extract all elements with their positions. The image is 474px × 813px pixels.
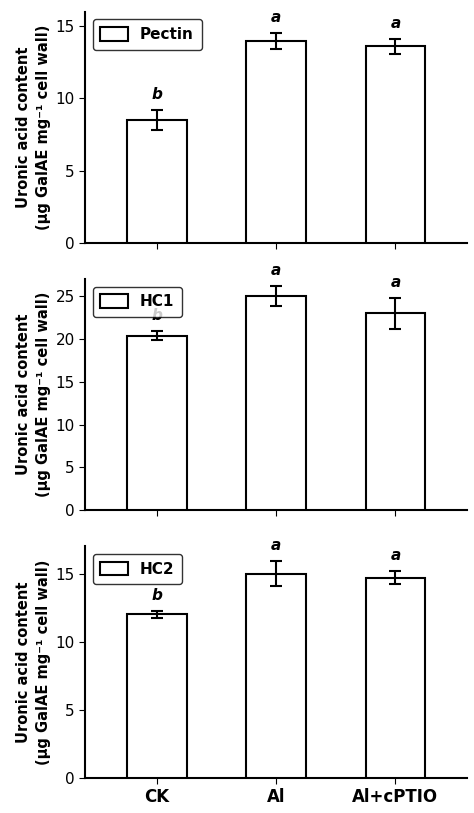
Text: a: a — [271, 538, 281, 554]
Bar — [127, 615, 187, 778]
Y-axis label: Uronic acid content
(µg GalAE mg⁻¹ cell wall): Uronic acid content (µg GalAE mg⁻¹ cell … — [17, 24, 51, 230]
Legend: HC1: HC1 — [93, 287, 182, 317]
Text: a: a — [390, 275, 401, 289]
Bar — [365, 46, 425, 243]
Y-axis label: Uronic acid content
(µg GalAE mg⁻¹ cell wall): Uronic acid content (µg GalAE mg⁻¹ cell … — [17, 292, 51, 498]
Bar — [127, 120, 187, 243]
Text: a: a — [390, 16, 401, 31]
Legend: HC2: HC2 — [93, 554, 182, 585]
Bar — [246, 574, 306, 778]
Text: b: b — [151, 308, 162, 323]
Bar — [365, 578, 425, 778]
Text: a: a — [390, 548, 401, 563]
Bar — [365, 313, 425, 511]
Bar — [246, 296, 306, 511]
Bar — [127, 336, 187, 511]
Y-axis label: Uronic acid content
(µg GalAE mg⁻¹ cell wall): Uronic acid content (µg GalAE mg⁻¹ cell … — [17, 559, 51, 765]
Bar — [246, 41, 306, 243]
Text: b: b — [151, 87, 162, 102]
Text: b: b — [151, 588, 162, 603]
Text: a: a — [271, 10, 281, 24]
Text: a: a — [271, 263, 281, 278]
Legend: Pectin: Pectin — [93, 20, 201, 50]
